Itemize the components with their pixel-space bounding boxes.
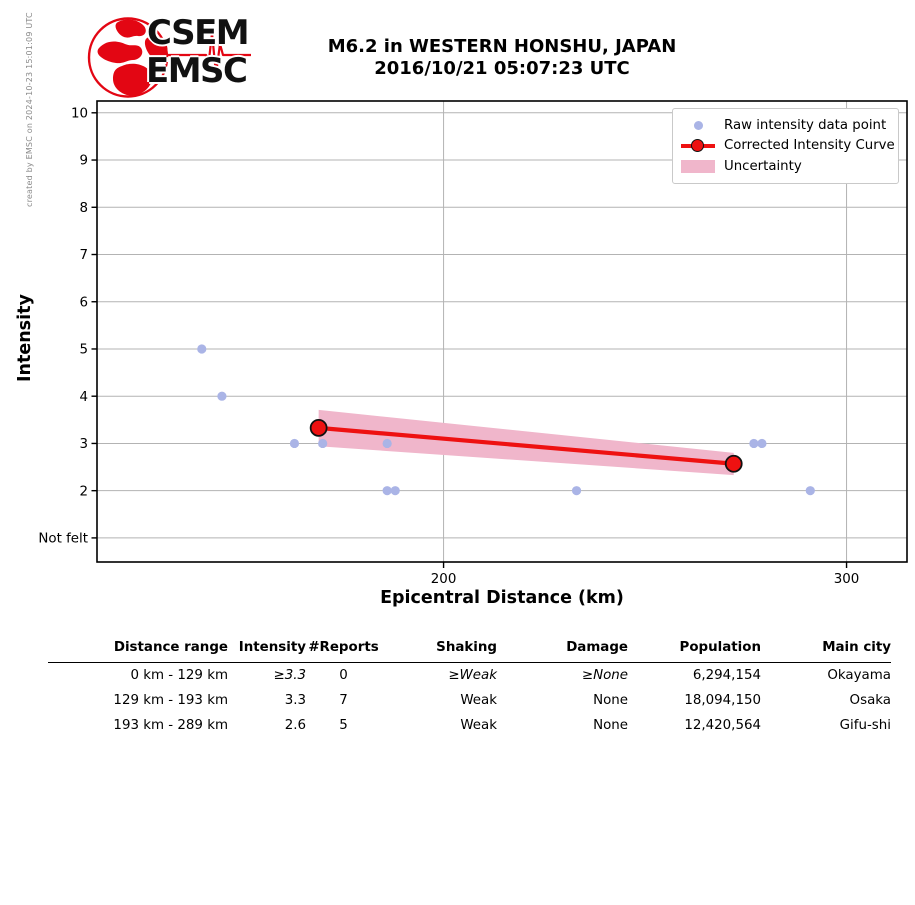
y-tick-label: 6 xyxy=(79,295,88,310)
table-cell: ≥3.3 xyxy=(273,668,306,683)
table-cell: 6,294,154 xyxy=(692,668,761,683)
table-header--reports: #Reports xyxy=(306,640,381,663)
table-cell: Osaka xyxy=(849,693,891,708)
curve-marker-icon xyxy=(681,138,715,154)
table-header-shaking: Shaking xyxy=(381,640,497,663)
logo-csem-text: CSEM xyxy=(147,13,250,53)
y-tick-label: 2 xyxy=(79,484,88,499)
table-row: 0 km - 129 km ≥3.3 0 ≥Weak ≥None 6,294,154 Oka… xyxy=(48,663,891,689)
y-tick-label: 9 xyxy=(79,154,88,169)
intensity-summary-table: Distance range Intensity #Reports Shaking Da… xyxy=(48,640,891,738)
legend-label: Corrected Intensity Curve xyxy=(724,138,895,154)
table-header-main-city: Main city xyxy=(761,640,891,663)
y-tick-label: 5 xyxy=(79,343,88,358)
legend-item-raw: Raw intensity data point xyxy=(681,115,889,136)
page-title: M6.2 in WESTERN HONSHU, JAPAN 2016/10/21… xyxy=(97,36,907,80)
raw-intensity-point xyxy=(289,438,300,449)
raw-intensity-point xyxy=(749,438,759,449)
table-cell: 2.6 xyxy=(284,718,306,733)
table-cell: 193 km - 289 km xyxy=(113,718,228,733)
y-tick-label: 7 xyxy=(79,248,88,263)
raw-intensity-point xyxy=(318,438,328,449)
table-cell: Weak xyxy=(460,693,497,708)
intensity-distance-chart: 10 9 8 7 6 5 4 3 2 Not felt 200 300 xyxy=(38,100,908,587)
seismogram-trace-icon xyxy=(164,31,251,76)
table-header-distance-range: Distance range xyxy=(48,640,228,663)
table-header-intensity: Intensity xyxy=(228,640,306,663)
title-event-line: M6.2 in WESTERN HONSHU, JAPAN xyxy=(327,36,677,57)
legend-item-uncertainty: Uncertainty xyxy=(681,156,889,177)
table-row: 193 km - 289 km 2.6 5 Weak None 12,420,564 Gif… xyxy=(48,713,891,738)
raw-intensity-point xyxy=(382,438,392,449)
table-cell: 3.3 xyxy=(284,693,306,708)
table-cell: 129 km - 193 km xyxy=(113,693,228,708)
raw-intensity-point xyxy=(382,486,392,496)
raw-intensity-point xyxy=(197,344,207,354)
table-header-row: Distance range Intensity #Reports Shaking Da… xyxy=(48,640,891,663)
table-cell: 18,094,150 xyxy=(684,693,761,708)
table-cell: 5 xyxy=(339,718,348,733)
corrected-intensity-curve xyxy=(316,425,736,466)
table-header-population: Population xyxy=(628,640,761,663)
raw-intensity-point xyxy=(217,391,227,401)
y-tick-label: 10 xyxy=(71,107,88,122)
title-datetime-line: 2016/10/21 05:07:23 UTC xyxy=(374,58,630,79)
table-cell: ≥None xyxy=(581,668,628,683)
y-axis-label: Intensity xyxy=(15,294,35,382)
chart-legend: Raw intensity data point Corrected Inten… xyxy=(672,108,899,184)
raw-intensity-point xyxy=(757,438,767,449)
y-tick-label: 3 xyxy=(79,437,88,452)
raw-intensity-point xyxy=(571,486,582,496)
raw-intensity-point xyxy=(805,486,815,496)
table-cell: Okayama xyxy=(827,668,891,683)
uncertainty-patch-icon xyxy=(681,158,715,174)
legend-label: Raw intensity data point xyxy=(724,117,887,133)
table-cell: None xyxy=(593,718,628,733)
x-tick-label: 200 xyxy=(431,572,457,587)
emsc-globe-logo xyxy=(87,17,251,98)
corrected-curve-marker xyxy=(309,418,328,437)
legend-item-curve: Corrected Intensity Curve xyxy=(681,136,895,157)
raw-point-marker-icon xyxy=(681,117,715,133)
table-cell: 0 km - 129 km xyxy=(130,668,228,683)
globe-landmass-icon xyxy=(97,19,168,96)
corrected-curve-marker xyxy=(724,454,743,473)
x-axis-label: Epicentral Distance (km) xyxy=(380,588,624,608)
table-header-damage: Damage xyxy=(497,640,628,663)
plot-border xyxy=(96,100,908,563)
table-row: 129 km - 193 km 3.3 7 Weak None 18,094,150 Osa… xyxy=(48,688,891,713)
x-tick-label: 300 xyxy=(834,572,860,587)
table-cell: Weak xyxy=(460,718,497,733)
y-tick-label: Not felt xyxy=(38,532,88,547)
table-cell: 0 xyxy=(339,668,348,683)
table-cell: ≥Weak xyxy=(448,668,497,683)
table-cell: None xyxy=(593,693,628,708)
logo-emsc-text: EMSC xyxy=(146,51,248,91)
y-tick-label: 4 xyxy=(79,390,88,405)
table-cell: 12,420,564 xyxy=(684,718,761,733)
raw-intensity-point xyxy=(390,486,400,496)
uncertainty-band xyxy=(318,409,734,476)
table-cell: Gifu-shi xyxy=(839,718,891,733)
y-tick-label: 8 xyxy=(79,201,88,216)
legend-label: Uncertainty xyxy=(724,158,802,174)
table-cell: 7 xyxy=(339,693,348,708)
